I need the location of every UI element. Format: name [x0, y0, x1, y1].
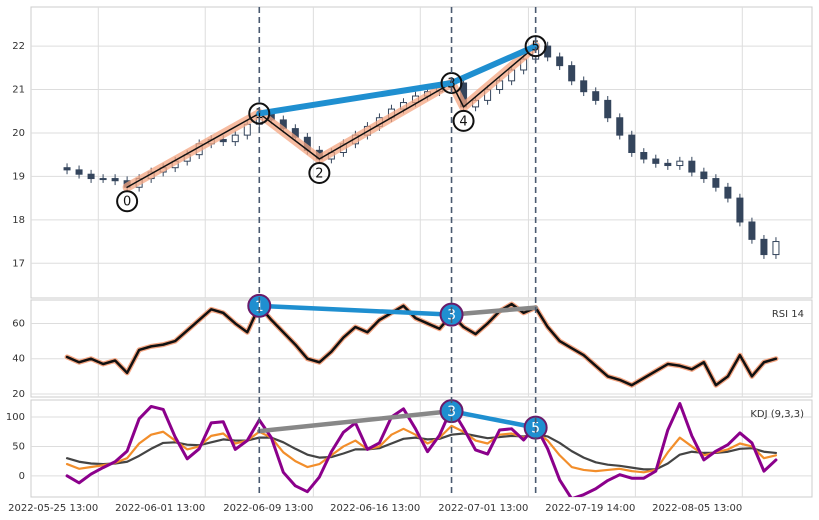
divergence-line [257, 303, 454, 317]
divergence-line [449, 408, 538, 430]
pivot-label: 2 [315, 167, 323, 182]
y-tick-label: 22 [12, 41, 25, 52]
x-tick-label: 2022-07-19 14:00 [545, 503, 635, 514]
plot-area [65, 402, 778, 497]
candle-body [748, 221, 756, 240]
panel-label: RSI 14 [772, 309, 804, 320]
candle-body [676, 160, 684, 167]
x-tick-label: 2022-08-05 13:00 [652, 503, 742, 514]
divergence-line [257, 408, 454, 434]
x-tick-label: 2022-06-09 13:00 [223, 503, 313, 514]
trend-line [256, 43, 539, 117]
panel [30, 299, 813, 398]
pivot-marker [116, 190, 139, 213]
y-tick-label: 0 [19, 471, 25, 482]
pivot-label: 1 [255, 299, 264, 315]
candle-body [688, 160, 696, 173]
candle-body [712, 178, 720, 188]
candle-body [63, 167, 71, 171]
candle-body [664, 162, 672, 167]
pivot-label: 4 [459, 114, 467, 129]
pivot-label: 0 [123, 195, 131, 210]
candle-body [580, 80, 588, 93]
pivot-label: 3 [447, 308, 456, 324]
candle-body [616, 117, 624, 136]
zigzag-line [126, 45, 537, 188]
series-line [65, 402, 778, 497]
candle-body [772, 241, 780, 256]
y-tick-label: 18 [12, 215, 25, 226]
divergence-line [449, 305, 538, 317]
pivot-label: 3 [447, 77, 455, 92]
candle-body [556, 56, 564, 67]
candle-body [568, 65, 576, 82]
candle-body [75, 169, 83, 175]
y-tick-label: 100 [6, 412, 25, 423]
pivot-marker [440, 72, 463, 95]
y-tick-label: 50 [12, 441, 25, 452]
pivot-marker [452, 109, 475, 132]
y-tick-label: 40 [12, 354, 25, 365]
plot-area [64, 301, 779, 388]
x-tick-label: 2022-06-16 13:00 [330, 503, 420, 514]
x-tick-label: 2022-06-01 13:00 [115, 503, 205, 514]
pivot-marker [524, 35, 547, 58]
x-tick-label: 2022-05-25 13:00 [8, 503, 98, 514]
candle-body [628, 134, 636, 153]
y-tick-label: 20 [12, 389, 25, 400]
candle-body [724, 186, 732, 199]
pivot-marker [308, 162, 331, 185]
pivot-label: 1 [255, 107, 263, 122]
candle-body [736, 197, 744, 223]
y-tick-label: 19 [12, 171, 25, 182]
pivot-marker [248, 102, 271, 125]
x-tick-label: 2022-07-01 13:00 [438, 503, 528, 514]
candle-body [219, 138, 227, 143]
candle-body [231, 134, 239, 143]
pivot-marker [439, 302, 464, 327]
y-tick-label: 20 [12, 128, 25, 139]
candle-body [592, 91, 600, 101]
panel-label: KDJ (9,3,3) [750, 409, 804, 420]
y-tick-label: 21 [12, 85, 25, 96]
candle-body [700, 171, 708, 180]
panel [30, 6, 813, 299]
y-tick-label: 60 [12, 318, 25, 329]
candle-body [652, 158, 660, 164]
candle-body [604, 99, 612, 119]
candle-body [640, 152, 648, 160]
y-tick-label: 17 [12, 258, 25, 269]
candle-body [111, 178, 119, 182]
pivot-marker [247, 293, 272, 318]
series-line [65, 302, 778, 387]
candle-body [99, 178, 107, 181]
candle-body [760, 238, 768, 256]
candle-body [87, 173, 95, 180]
plot-area: 012345 [63, 35, 780, 259]
